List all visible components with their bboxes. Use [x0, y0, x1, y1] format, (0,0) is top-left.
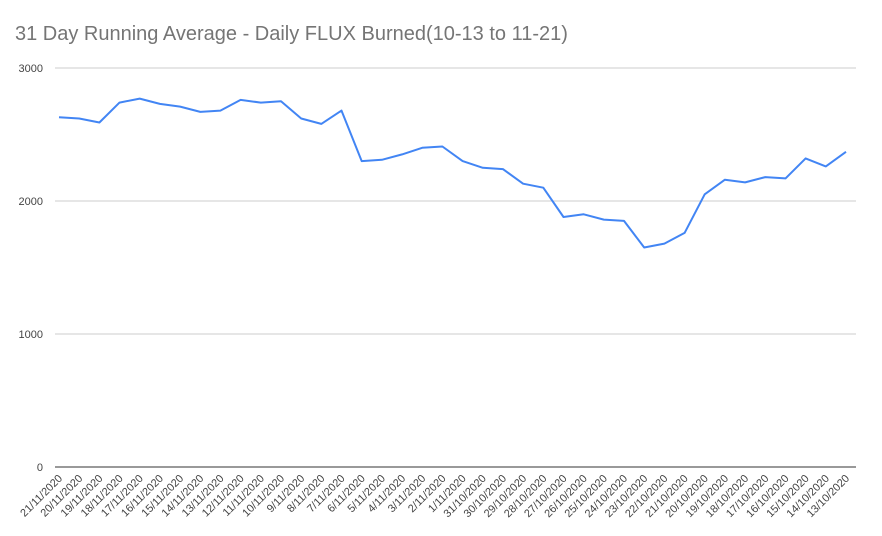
y-tick-label: 3000 — [19, 63, 43, 75]
data-line — [58, 97, 847, 249]
chart-title: 31 Day Running Average - Daily FLUX Burn… — [15, 23, 568, 45]
y-tick-label: 1000 — [19, 329, 43, 341]
y-tick-label: 2000 — [19, 196, 43, 208]
y-tick-label: 0 — [37, 462, 43, 474]
